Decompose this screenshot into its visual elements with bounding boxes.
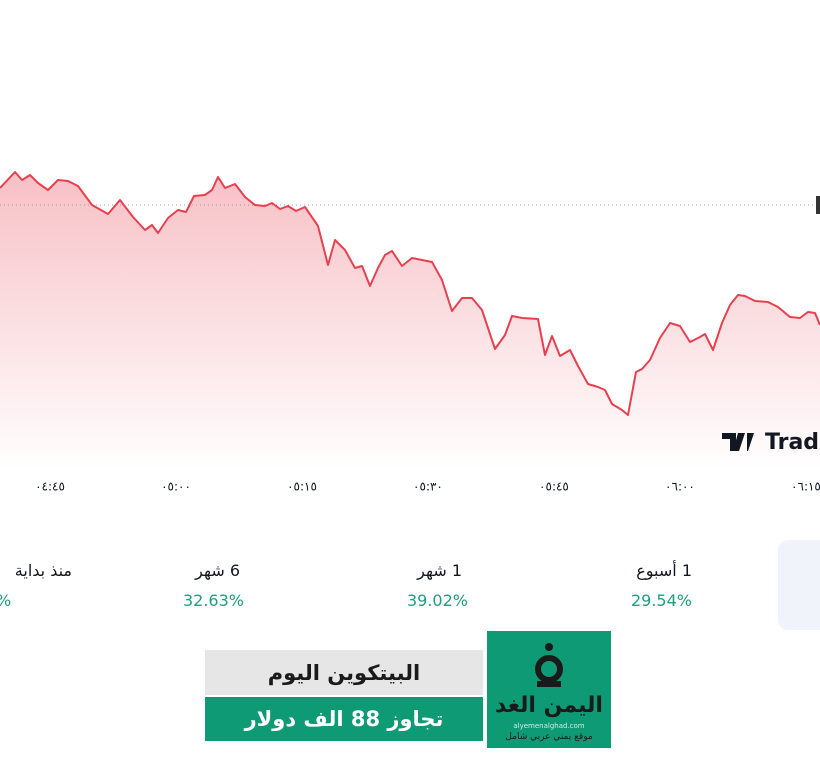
logo-tagline: موقع يمني عربي شامل [505,732,593,742]
perf-label: 6 شهر [195,561,240,580]
logo-url: alyemenalghad.com [513,722,585,730]
tv-logo: Trad [722,430,819,455]
x-tick-label: ٠٦:١٥ [791,480,820,494]
perf-label: 1 شهر [417,561,462,580]
perf-label: 1 أسبوع [636,561,692,580]
banner-subline: تجاوز 88 الف دولار [205,697,483,741]
x-tick-label: ٠٥:٠٠ [161,480,191,494]
price-marker [816,196,820,214]
x-tick-label: ٠٥:٤٥ [539,480,569,494]
chart: ٠٤:٤٥ ٠٥:٠٠ ٠٥:١٥ ٠٥:٣٠ ٠٥:٤٥ ٠٦:٠٠ ٠٦:١٥ Trad [0,171,820,494]
price-line [0,171,820,416]
perf-label: منذ بداية [14,561,72,580]
perf-value: 32.63% [182,591,244,610]
x-tick-label: ٠٥:١٥ [287,480,317,494]
panel-button[interactable] [778,540,820,630]
banner-headline: البيتكوين اليوم [205,650,483,695]
logo: اليمن الغد alyemenalghad.com موقع يمني ع… [487,631,611,748]
area-fill [0,172,820,470]
perf-value: % [0,591,11,610]
logo-name: اليمن الغد [495,693,603,718]
logo-icon [535,643,563,687]
x-tick-label: ٠٦:٠٠ [665,480,695,494]
perf-value: 29.54% [630,591,692,610]
plot: ٠٤:٤٥ ٠٥:٠٠ ٠٥:١٥ ٠٥:٣٠ ٠٥:٤٥ ٠٦:٠٠ ٠٦:١٥ [0,171,820,494]
x-tick-label: ٠٤:٤٥ [35,480,65,494]
x-tick-label: ٠٥:٣٠ [413,480,443,494]
watermark: Trad [765,430,819,455]
perf-value: 39.02% [406,591,468,610]
